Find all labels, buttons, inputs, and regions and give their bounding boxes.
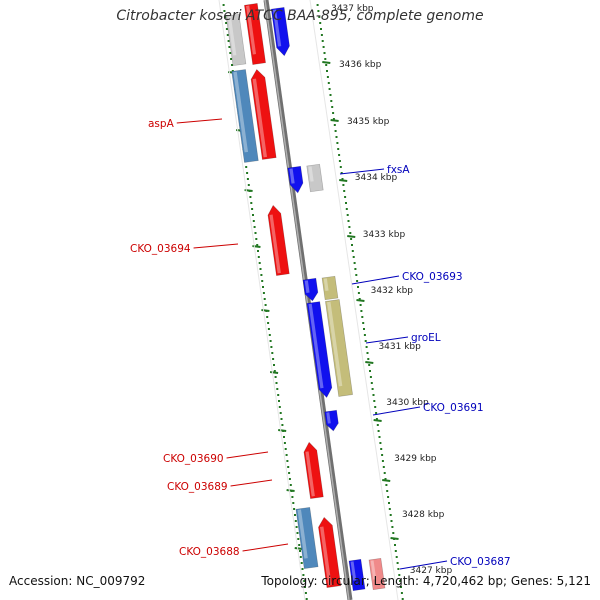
topology-summary: Topology: circular; Length: 4,720,462 bp… [261,574,591,588]
gene-label-right: CKO_03693 [402,271,463,283]
gene-CKO_03694 [267,204,290,276]
gene-blue-bottom [348,558,366,592]
kbp-tick-label: 3428 kbp [402,510,445,520]
kbp-tick-label: 3435 kbp [347,117,390,127]
gene-aspA [250,68,277,160]
kbp-tick-label: 3436 kbp [339,60,382,70]
kbp-tick-label: 3434 kbp [355,173,398,183]
gc-skew-dots [222,4,404,600]
outer-ring-left [218,0,306,600]
kbp-tick-label: 3433 kbp [363,230,406,240]
gene-blue-top [270,6,290,57]
gene-fxsA [287,165,304,194]
gene-groEL [325,299,353,397]
gene-aspA-blue [231,69,259,163]
gene-CKO_03688-blue [295,506,319,570]
gene-CKO_03693 [321,275,339,301]
gene-label-right: CKO_03687 [450,556,511,568]
gene-CKO_03688 [318,516,342,588]
kbp-tick-label: 3430 kbp [386,398,429,408]
gene-CKO_03691 [324,409,339,432]
gene-label-left: aspA [148,118,175,130]
gene-blue-03693 [302,277,319,302]
kbp-ticks: 3437 kbp 3436 kbp 3435 kbp 3434 kbp 3433 kbp… [331,4,452,576]
gene-label-right: fxsA [387,164,410,176]
kbp-tick-label: 3429 kbp [394,454,437,464]
gene-grey-top [225,13,247,67]
genome-title: Citrobacter koseri ATCC BAA-895, complet… [116,8,484,24]
accession-text: Accession: NC_009792 [9,574,146,588]
kbp-tick-label: 3427 kbp [410,566,453,576]
gene-CKO_03687 [368,557,386,591]
gene-grey-fxsA [306,163,324,193]
genome-backbone-highlight [264,0,350,600]
gene-CKO_03690-89 [303,441,324,499]
outer-ring-right [309,0,399,600]
gene-label-left: CKO_03688 [179,546,240,558]
gene-label-left: CKO_03689 [167,481,228,493]
gene-label-right: groEL [411,332,441,344]
gene-red-top [244,3,266,65]
kbp-tick-label: 3432 kbp [371,286,414,296]
gene-label-left: CKO_03694 [130,243,191,255]
gene-blue-groEL [306,301,333,399]
genome-backbone [263,0,353,600]
kbp-tick-label: 3431 kbp [378,342,421,352]
kbp-tick-label: 3437 kbp [331,4,374,14]
gene-features [225,3,386,592]
gene-label-right: CKO_03691 [423,402,484,414]
gene-label-left: CKO_03690 [163,453,224,465]
gene-labels: aspA CKO_03694 CKO_03690 CKO_03689 CKO_03688… [130,118,511,570]
